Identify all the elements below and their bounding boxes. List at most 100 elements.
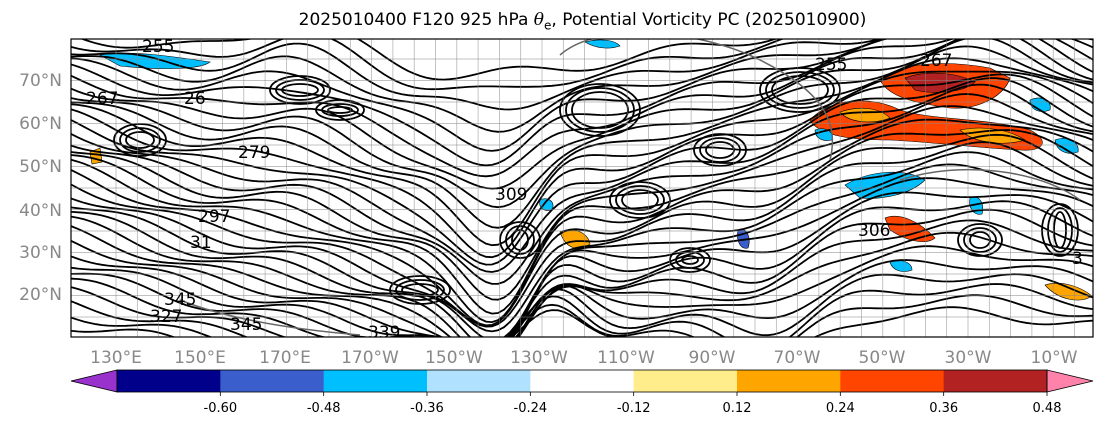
lat-label: 20°N	[19, 285, 62, 305]
title-theta-subscript: e	[544, 18, 552, 33]
theta-e-contour	[71, 133, 1093, 327]
theta-e-closed-contour	[1053, 211, 1067, 249]
theta-e-contour	[71, 70, 1093, 247]
colorbar-tick-label: 0.24	[826, 401, 855, 416]
theta-e-closed-contour	[1047, 207, 1073, 253]
pv-anomaly-negative	[584, 39, 621, 49]
theta-e-contour	[71, 83, 1093, 273]
theta-e-closed-contour	[281, 83, 319, 97]
colorbar-tick-label: -0.48	[307, 401, 341, 416]
contour-labels: 255 267 26 279 297 31 327 345 345 339 30…	[86, 37, 1083, 343]
lon-label: 110°W	[597, 348, 655, 368]
colorbar-outline	[116, 369, 1048, 393]
contour-label: 339	[368, 323, 400, 343]
lon-label: 10°W	[1031, 348, 1078, 368]
theta-e-closed-contour	[275, 79, 325, 101]
theta-e-contour	[71, 39, 1093, 152]
colorbar-tick-label: 0.48	[1033, 401, 1062, 416]
theta-e-closed-contour	[499, 221, 541, 259]
theta-e-contour	[71, 39, 1093, 167]
lon-label: 150°E	[174, 348, 226, 368]
contour-label: 26	[184, 89, 206, 109]
colorbar-segment	[840, 370, 945, 392]
colorbar-segment	[737, 370, 841, 392]
theta-e-contour	[71, 283, 1093, 337]
lat-label: 60°N	[19, 114, 62, 134]
theta-e-closed-contour	[327, 106, 353, 114]
theta-e-closed-contour	[401, 283, 439, 297]
latitude-axis: 70°N 60°N 50°N 40°N 30°N 20°N	[19, 71, 62, 305]
theta-e-contour	[71, 191, 1093, 337]
theta-e-closed-contour	[389, 275, 451, 305]
contour-label: 297	[198, 207, 230, 227]
lon-label: 90°W	[689, 348, 736, 368]
map-panel: 255 267 26 279 297 31 327 345 345 339 30…	[71, 37, 1093, 343]
title-suffix: , Potential Vorticity PC (2025010900)	[551, 10, 867, 30]
theta-e-closed-contour	[119, 127, 161, 153]
theta-e-closed-contour	[765, 71, 835, 109]
theta-e-closed-contour	[565, 87, 635, 133]
theta-e-contour	[71, 245, 1093, 337]
theta-e-contour	[71, 177, 1093, 337]
contour-label: 267	[920, 51, 952, 71]
contour-label: 3	[1072, 249, 1083, 269]
theta-e-closed-contour	[1041, 203, 1079, 257]
theta-e-contour	[71, 200, 1093, 337]
colorbar-segment	[530, 370, 635, 392]
theta-e-contour	[71, 39, 785, 91]
contour-label: 31	[190, 233, 212, 253]
theta-e-closed-contour	[771, 75, 829, 105]
pv-anomaly-positive	[884, 216, 936, 242]
contour-label: 327	[150, 307, 182, 327]
map-gridlines	[71, 39, 1093, 337]
theta-e-closed-contour	[511, 229, 529, 251]
grey-contours	[179, 39, 1081, 336]
theta-e-contour	[71, 93, 1093, 285]
theta-e-contour	[71, 39, 1093, 190]
contour-label: 309	[495, 185, 527, 205]
lon-label: 170°E	[259, 348, 311, 368]
theta-e-closed-contour	[615, 185, 665, 215]
theta-e-contour	[71, 306, 1093, 337]
theta-e-closed-contour	[571, 91, 629, 129]
theta-e-closed-contour	[675, 251, 705, 269]
theta-e-contour	[71, 77, 1093, 266]
theta-e-closed-contour	[693, 133, 747, 167]
contour-label: 255	[142, 37, 174, 57]
lon-label: 130°E	[90, 348, 142, 368]
theta-e-contour	[71, 118, 1093, 315]
contour-label: 279	[238, 143, 270, 163]
pv-anomaly-positive	[904, 72, 976, 93]
contour-label: 345	[164, 290, 196, 310]
theta-e-contour	[71, 141, 1093, 328]
colorbar-segment	[427, 370, 531, 392]
theta-e-contour	[71, 219, 1093, 337]
theta-e-closed-contour	[505, 225, 535, 255]
longitude-axis: 130°E 150°E 170°E 170°W 150°W 130°W 110°…	[90, 348, 1078, 368]
theta-e-contour	[71, 39, 1093, 111]
theta-e-closed-contour	[113, 123, 167, 157]
theta-e-closed-contour	[969, 231, 991, 249]
theta-e-contours	[71, 39, 1093, 337]
theta-e-closed-contour	[269, 75, 331, 105]
theta-e-closed-contour	[559, 83, 641, 137]
theta-e-contour	[80, 39, 778, 81]
theta-e-contour	[71, 151, 1093, 333]
lat-label: 30°N	[19, 243, 62, 263]
contour-label: 255	[815, 55, 847, 75]
theta-e-closed-contour	[315, 99, 365, 121]
colorbar-segment	[323, 370, 428, 392]
lon-label: 150°W	[425, 348, 483, 368]
contour-label: 345	[230, 315, 262, 335]
map-frame	[70, 38, 1094, 338]
colorbar-tick-label: -0.24	[514, 401, 548, 416]
theta-e-contour	[71, 45, 1093, 209]
theta-e-closed-contour	[963, 227, 997, 253]
lat-label: 70°N	[19, 71, 62, 91]
lon-label: 170°W	[341, 348, 399, 368]
theta-e-contour	[71, 208, 1093, 337]
colorbar-segment	[117, 370, 221, 392]
theta-e-contour	[71, 57, 1093, 229]
theta-e-contour	[71, 294, 1093, 337]
theta-e-contour	[71, 105, 1093, 301]
